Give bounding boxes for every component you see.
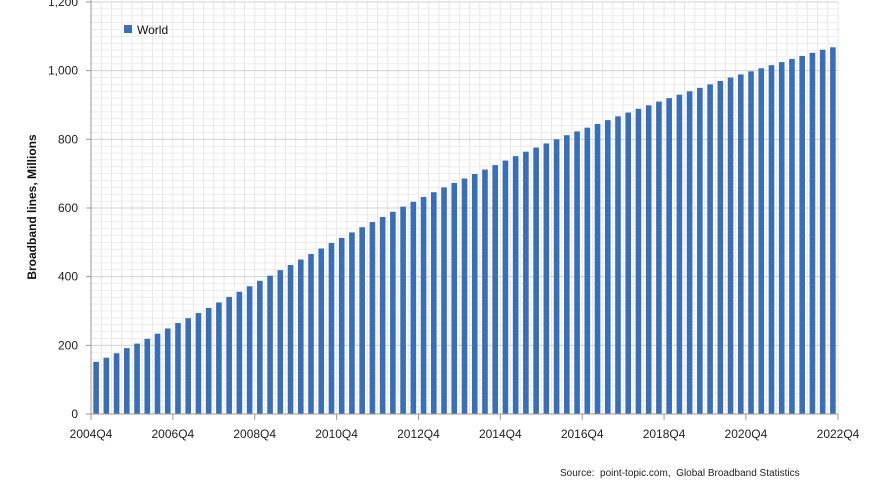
bar-2017Q4 [625,112,632,415]
legend-label: World [137,23,168,37]
bar-2022Q2 [809,52,816,415]
bar-2020Q4 [748,71,754,414]
bar-2014Q1 [471,174,478,414]
bar-2012Q1 [390,211,396,414]
bar-2010Q1 [308,254,314,414]
y-axis-ticks: 0 200 400 600 800 1,000 1,200 [48,0,91,421]
bar-2009Q2 [277,270,284,414]
bar-2015Q2 [523,151,529,414]
bar-2022Q4 [830,47,836,414]
bar-2014Q2 [482,169,488,414]
bar-2013Q3 [451,182,458,414]
bar-2017Q3 [615,116,621,414]
bar-2011Q4 [379,216,386,414]
bar-2008Q4 [257,280,263,414]
bar-2009Q3 [287,264,294,414]
bars [93,47,836,415]
y-tick-label: 200 [58,338,78,352]
bar-2021Q1 [758,68,765,414]
bar-2018Q3 [656,101,662,414]
y-tick-label: 1,200 [48,0,78,9]
x-tick-label: 2018Q4 [643,427,686,441]
bar-2007Q3 [205,307,212,414]
bar-2010Q3 [328,243,335,414]
bar-2014Q4 [502,160,509,414]
bar-2013Q2 [441,187,447,414]
bar-2022Q3 [819,49,826,414]
bar-2009Q4 [297,259,304,414]
bar-2006Q2 [154,333,161,414]
x-axis-ticks: 2004Q4 2006Q4 2008Q4 2010Q4 2012Q4 2014Q4 2016… [70,414,860,441]
bar-2019Q4 [707,84,713,415]
bar-2018Q4 [666,98,672,414]
bar-2004Q4 [93,361,99,414]
bar-2016Q3 [574,131,580,414]
bar-2007Q1 [185,318,192,414]
y-axis-label: Broadband lines, Millions [25,134,39,280]
bar-2008Q3 [246,286,253,414]
y-tick-label: 1,000 [48,64,78,78]
bar-2020Q3 [737,74,744,414]
bar-2010Q4 [338,237,345,414]
bar-2015Q3 [533,147,539,414]
legend-swatch [124,25,132,33]
bar-2016Q2 [564,135,570,414]
bar-2008Q1 [226,296,232,414]
bar-2005Q2 [113,353,120,414]
bar-2007Q2 [195,313,202,414]
bar-2015Q4 [543,143,550,414]
bar-2005Q4 [134,343,140,414]
bar-2012Q3 [410,201,417,414]
bar-2016Q1 [553,139,560,414]
bar-2011Q3 [369,222,376,414]
source-note: Source: point-topic.com, Global Broadban… [560,468,800,479]
legend: World [124,23,168,37]
bar-2010Q2 [318,248,325,414]
bar-2014Q3 [492,165,499,414]
bar-2006Q1 [144,338,151,414]
bar-2019Q1 [676,94,683,414]
x-tick-label: 2014Q4 [479,427,522,441]
bar-2005Q3 [124,348,130,414]
bar-2022Q1 [799,55,805,415]
bar-2011Q1 [349,232,355,414]
bar-2009Q1 [267,275,273,414]
bar-2017Q2 [604,120,611,415]
bar-2012Q2 [400,206,406,414]
bar-2021Q4 [789,58,795,415]
bar-2018Q2 [645,105,652,414]
x-tick-label: 2012Q4 [397,427,440,441]
bar-2021Q2 [768,65,775,415]
x-tick-label: 2016Q4 [561,427,604,441]
bar-2011Q2 [359,227,365,414]
bar-2021Q3 [778,62,785,414]
bar-2019Q3 [697,87,703,414]
bar-2017Q1 [594,123,601,414]
y-tick-label: 400 [58,270,78,284]
bar-2020Q1 [717,80,724,414]
bar-2016Q4 [584,127,591,414]
bar-2015Q1 [512,156,519,414]
bar-2018Q1 [635,108,642,414]
bar-2020Q2 [727,77,734,414]
bar-2012Q4 [420,197,427,414]
bar-2006Q4 [175,323,181,414]
bar-2013Q4 [461,178,468,414]
y-tick-label: 800 [58,132,78,146]
bar-2006Q3 [164,328,171,414]
bar-2019Q2 [686,91,693,415]
x-tick-label: 2020Q4 [725,427,768,441]
x-tick-label: 2008Q4 [233,427,276,441]
x-tick-label: 2004Q4 [70,427,113,441]
bar-2008Q2 [236,291,243,414]
y-tick-label: 600 [58,201,78,215]
bar-2005Q1 [103,357,110,414]
y-tick-label: 0 [71,407,78,421]
bar-2013Q1 [430,192,437,414]
bar-2007Q4 [216,302,222,414]
x-tick-label: 2006Q4 [152,427,195,441]
x-tick-label: 2010Q4 [315,427,358,441]
x-tick-label: 2022Q4 [817,427,860,441]
